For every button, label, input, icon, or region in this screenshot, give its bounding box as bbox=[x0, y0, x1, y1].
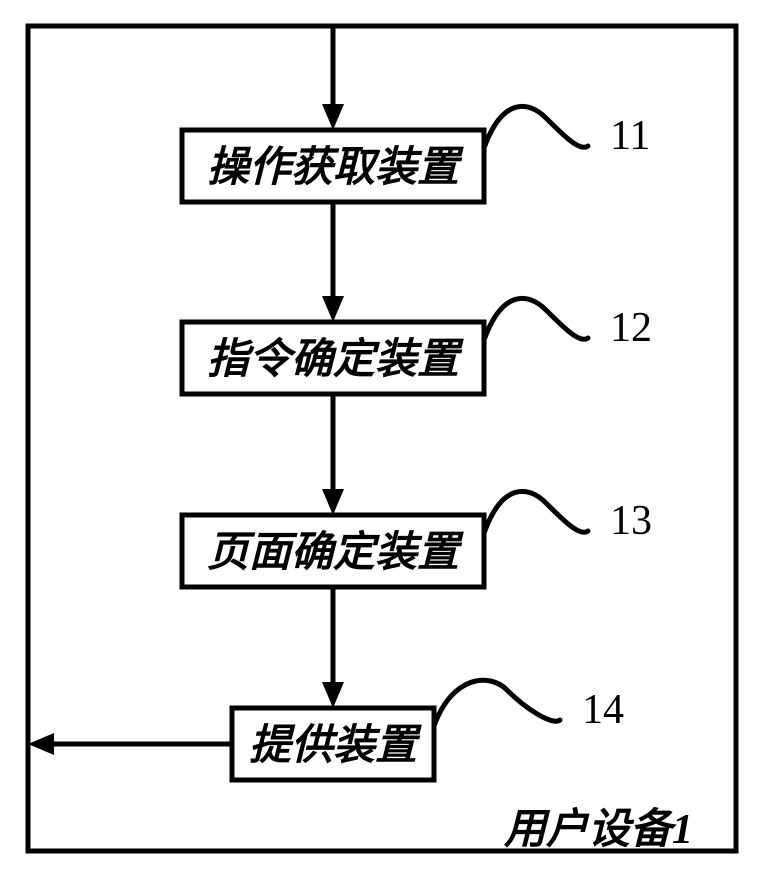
flow-box-label: 操作获取装置 bbox=[207, 145, 464, 191]
leader-curve bbox=[484, 491, 588, 533]
ref-number: 12 bbox=[610, 305, 652, 351]
leader-curve bbox=[434, 680, 560, 726]
ref-number: 13 bbox=[610, 498, 652, 544]
ref-number: 14 bbox=[582, 687, 624, 733]
flow-box-label: 指令确定装置 bbox=[207, 336, 464, 383]
arrow-head-down-icon bbox=[322, 682, 344, 708]
footer-label: 用户设备1 bbox=[503, 806, 693, 853]
flow-box-label: 页面确定装置 bbox=[207, 529, 464, 576]
flow-box-label: 提供装置 bbox=[249, 723, 422, 769]
arrow-head-down-icon bbox=[322, 104, 344, 130]
ref-number: 11 bbox=[610, 113, 650, 159]
leader-curve bbox=[484, 106, 588, 148]
arrow-head-left-icon bbox=[28, 733, 54, 755]
arrow-head-down-icon bbox=[322, 296, 344, 322]
arrow-head-down-icon bbox=[322, 489, 344, 515]
leader-curve bbox=[484, 298, 588, 340]
